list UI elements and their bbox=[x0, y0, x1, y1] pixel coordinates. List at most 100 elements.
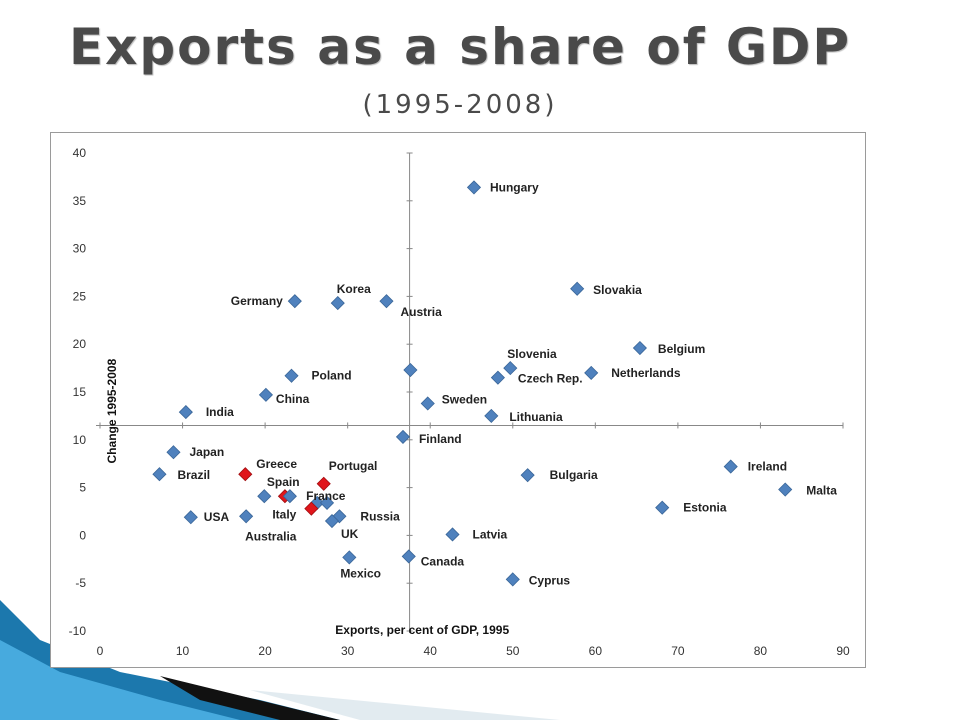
point-marker-uk bbox=[324, 513, 340, 529]
point-marker-poland bbox=[284, 368, 299, 383]
point-label-france: France bbox=[306, 489, 346, 503]
point-marker-greece bbox=[238, 467, 253, 482]
point-marker-hungary bbox=[466, 180, 482, 195]
x-tick-label: 40 bbox=[424, 644, 438, 658]
y-tick-label: 30 bbox=[73, 242, 87, 256]
point-label-lithuania: Lithuania bbox=[509, 410, 563, 424]
y-tick-label: -5 bbox=[75, 576, 86, 590]
point-label-india: India bbox=[206, 405, 234, 419]
point-marker-slovenia bbox=[503, 361, 518, 376]
point-marker-sweden bbox=[420, 396, 435, 411]
point-marker-japan bbox=[166, 445, 181, 460]
point-marker-unlabeled bbox=[403, 362, 418, 378]
point-marker-slovakia bbox=[570, 281, 585, 296]
point-label-usa: USA bbox=[204, 510, 230, 524]
point-marker-ireland bbox=[723, 459, 738, 474]
point-marker-china bbox=[258, 387, 274, 402]
point-label-ireland: Ireland bbox=[748, 460, 787, 474]
point-marker-czech-rep bbox=[490, 370, 505, 385]
decoration-dark-swoosh bbox=[160, 676, 340, 720]
point-marker-australia bbox=[239, 509, 254, 524]
x-tick-label: 70 bbox=[671, 644, 685, 658]
y-tick-label: 0 bbox=[79, 528, 86, 542]
data-points bbox=[152, 180, 793, 587]
point-label-mexico: Mexico bbox=[340, 566, 381, 580]
point-marker-korea bbox=[330, 296, 345, 311]
point-label-portugal: Portugal bbox=[329, 459, 378, 473]
point-labels: Hungary Slovakia Germany Korea Austria Belgiu… bbox=[177, 180, 837, 587]
point-label-estonia: Estonia bbox=[683, 501, 727, 515]
point-marker-netherlands bbox=[584, 365, 599, 380]
y-tick-label: -10 bbox=[69, 624, 87, 638]
point-label-korea: Korea bbox=[337, 282, 371, 296]
y-tick-label: 15 bbox=[73, 385, 87, 399]
y-tick-label: 25 bbox=[73, 289, 87, 303]
point-label-finland: Finland bbox=[419, 432, 462, 446]
y-axis-title: Change 1995-2008 bbox=[105, 358, 119, 463]
point-label-slovakia: Slovakia bbox=[593, 283, 642, 297]
point-label-latvia: Latvia bbox=[473, 527, 508, 541]
y-tick-label: 10 bbox=[73, 433, 87, 447]
x-tick-label: 20 bbox=[258, 644, 272, 658]
point-label-bulgaria: Bulgaria bbox=[550, 468, 598, 482]
slide-title: Exports as a share of GDP bbox=[68, 18, 852, 76]
slide-subtitle: (1995-2008) bbox=[362, 90, 558, 120]
point-marker-unlabeled bbox=[282, 489, 297, 504]
point-marker-belgium bbox=[632, 340, 647, 356]
point-marker-latvia bbox=[445, 527, 460, 542]
point-label-italy: Italy bbox=[272, 508, 296, 522]
point-marker-unlabeled bbox=[257, 489, 272, 504]
point-label-cyprus: Cyprus bbox=[529, 573, 571, 587]
point-label-canada: Canada bbox=[421, 554, 465, 568]
x-tick-label: 30 bbox=[341, 644, 355, 658]
x-tick-label: 60 bbox=[589, 644, 603, 658]
point-label-uk: UK bbox=[341, 527, 359, 541]
point-label-netherlands: Netherlands bbox=[611, 366, 681, 380]
point-label-poland: Poland bbox=[312, 369, 352, 383]
point-marker-lithuania bbox=[484, 408, 499, 423]
y-tick-label: 5 bbox=[79, 481, 86, 495]
x-axis-title: Exports, per cent of GDP, 1995 bbox=[335, 623, 509, 637]
point-marker-portugal bbox=[316, 476, 331, 491]
y-tick-label: 35 bbox=[73, 194, 87, 208]
decoration-light-swoosh bbox=[0, 640, 240, 720]
point-label-greece: Greece bbox=[256, 457, 297, 471]
point-label-malta: Malta bbox=[806, 484, 837, 498]
point-label-brazil: Brazil bbox=[177, 468, 210, 482]
point-marker-india bbox=[178, 405, 193, 420]
point-label-china: China bbox=[276, 392, 310, 406]
point-marker-finland bbox=[395, 429, 411, 444]
point-label-belgium: Belgium bbox=[658, 342, 705, 356]
point-marker-bulgaria bbox=[520, 468, 535, 483]
point-label-slovenia: Slovenia bbox=[507, 347, 557, 361]
x-tick-label: 90 bbox=[836, 644, 850, 658]
point-marker-mexico bbox=[342, 550, 357, 565]
y-tick-label: 20 bbox=[73, 337, 87, 351]
point-label-sweden: Sweden bbox=[442, 392, 487, 406]
point-label-spain: Spain bbox=[267, 475, 300, 489]
point-marker-malta bbox=[778, 482, 793, 497]
point-marker-canada bbox=[401, 549, 416, 564]
point-label-germany: Germany bbox=[231, 294, 283, 308]
point-marker-unlabeled bbox=[319, 495, 335, 510]
point-marker-germany bbox=[287, 294, 302, 309]
point-marker-austria bbox=[379, 294, 394, 309]
decoration-light-streak bbox=[250, 690, 560, 720]
point-label-hungary: Hungary bbox=[490, 180, 539, 194]
chart-frame: 40 35 30 25 20 15 10 5 0 -5 -10 0 10 20 30 40 50 60 70 80 90… bbox=[50, 132, 866, 668]
x-tick-label: 50 bbox=[506, 644, 520, 658]
point-label-austria: Austria bbox=[400, 305, 442, 319]
x-tick-label: 10 bbox=[176, 644, 190, 658]
point-label-russia: Russia bbox=[360, 509, 400, 523]
y-tick-label: 40 bbox=[73, 146, 87, 160]
x-tick-label: 0 bbox=[97, 644, 104, 658]
point-label-australia: Australia bbox=[245, 529, 297, 543]
point-marker-brazil bbox=[152, 467, 167, 482]
point-marker-estonia bbox=[655, 500, 670, 515]
point-label-japan: Japan bbox=[189, 445, 224, 459]
point-marker-cyprus bbox=[505, 572, 520, 587]
point-label-czech-rep: Czech Rep. bbox=[518, 372, 583, 386]
